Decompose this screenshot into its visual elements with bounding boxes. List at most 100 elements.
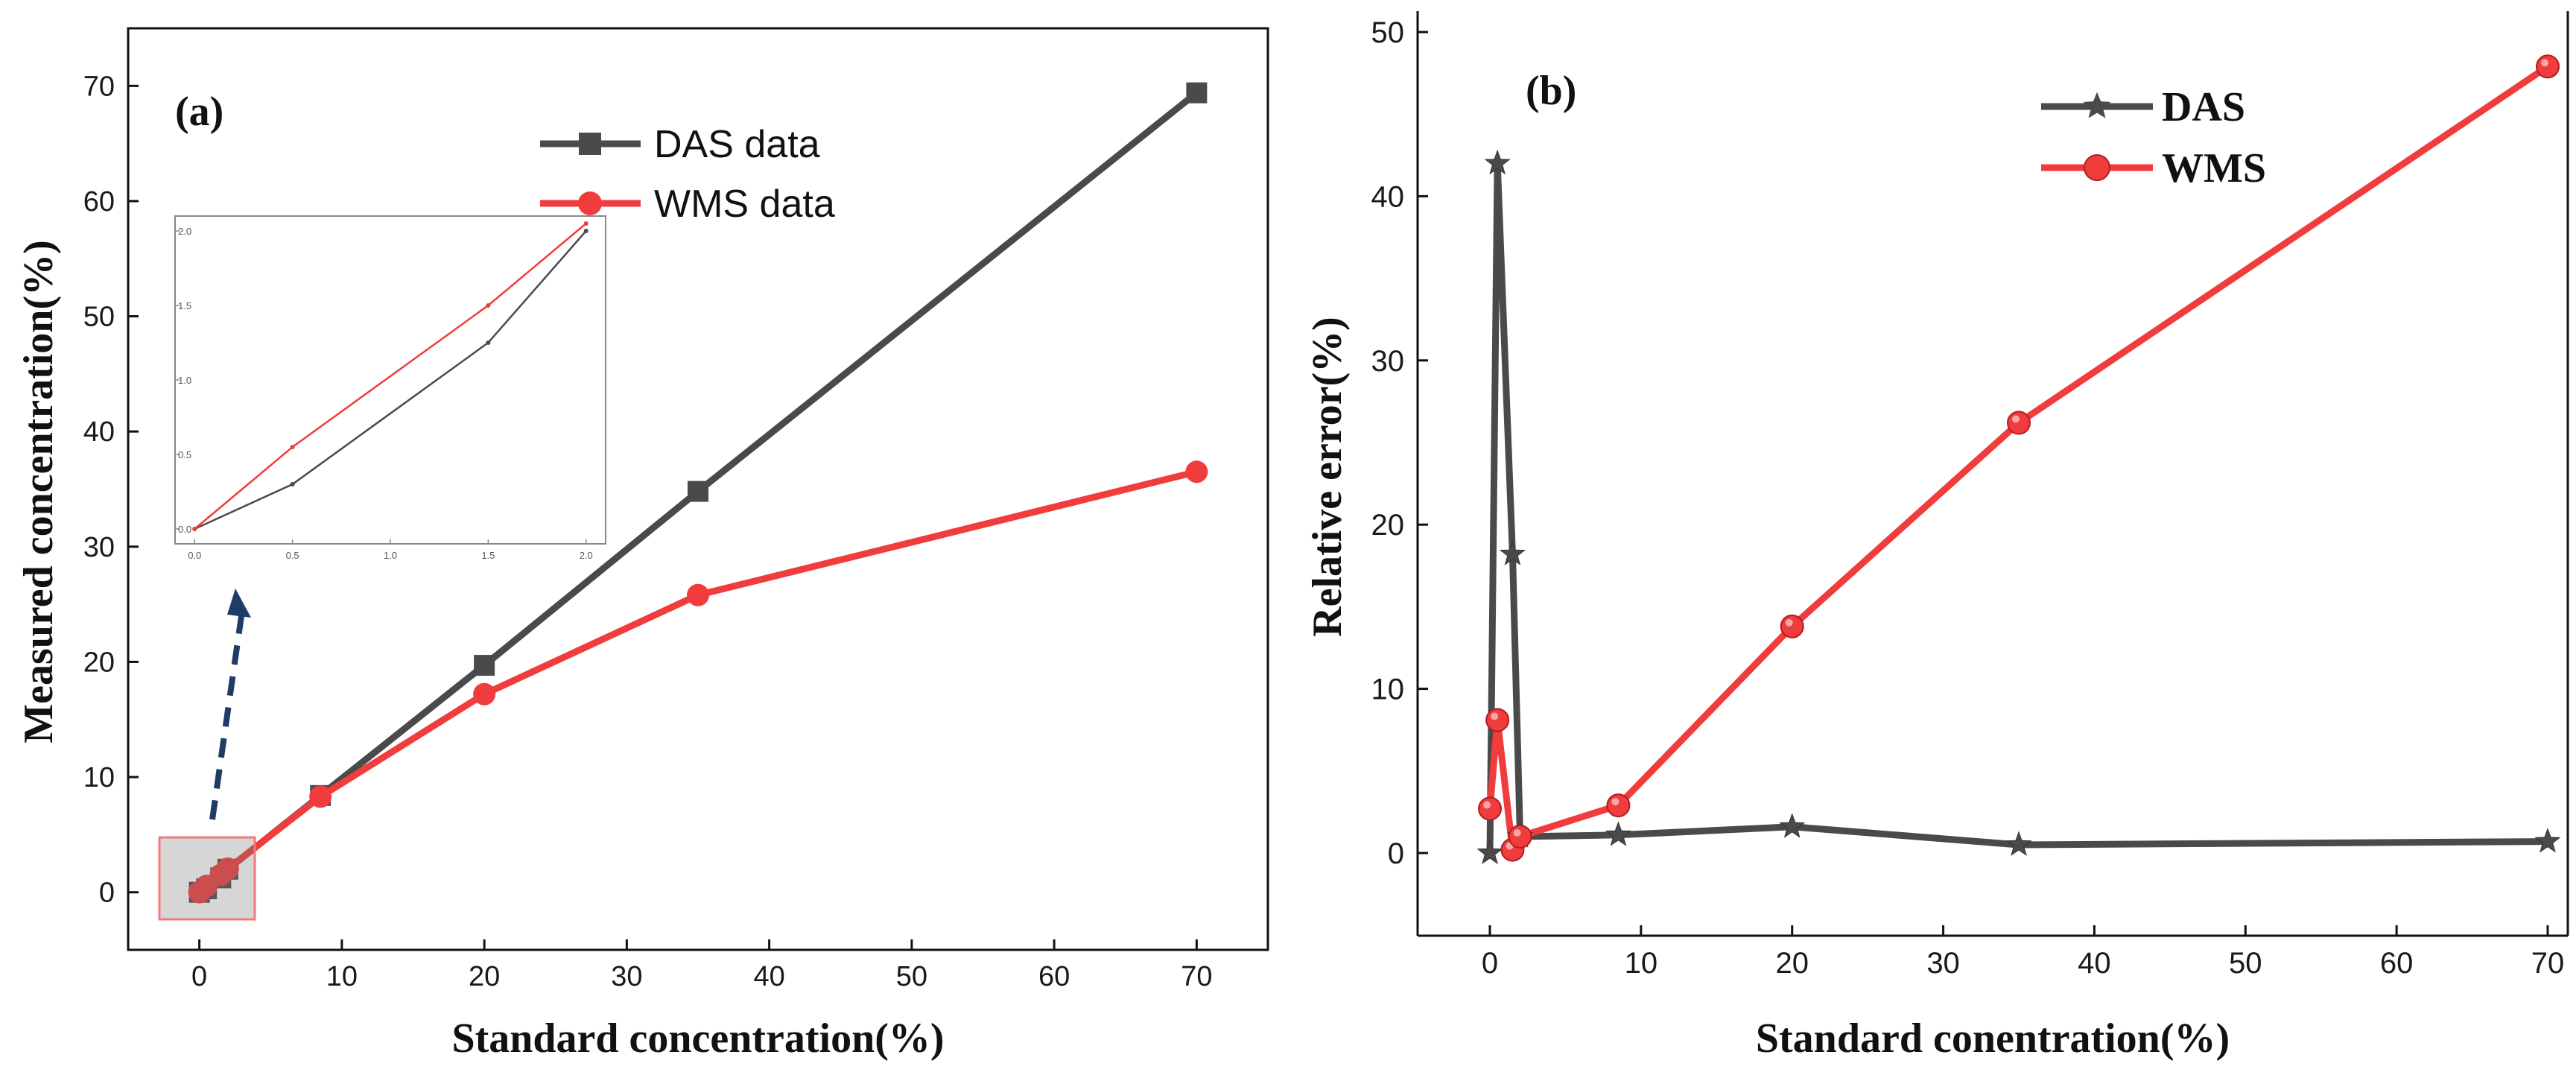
a-das-point [474,655,495,676]
zoom-region-box [158,836,256,921]
inset-point [583,229,589,233]
legend-das-marker [579,133,601,155]
b-wms-point [1478,796,1502,821]
b-xtick-label: 30 [1926,947,1960,980]
b-das-point [1605,821,1631,846]
panel-b-ylabel: Relative error(%) [1304,317,1351,637]
b-wms-point-highlight [1611,798,1619,806]
inset-ytick-label: 0.0 [178,524,191,535]
panel-a-frame [127,27,1269,951]
a-wms-point [309,785,332,808]
a-xtick-label: 30 [611,961,642,992]
b-wms-point-highlight [1785,618,1793,627]
b-series-wms-line [1486,63,2550,854]
inset-plot: 0.0 0.5 1.0 1.5 2.0 0.0 0.5 1.0 1.5 2.0 [174,215,606,561]
a-ytick-label: 50 [83,302,115,333]
b-wms-point-highlight [1483,801,1491,809]
panel-a: 0 10 20 30 40 50 60 70 0 10 20 30 40 50 60 70 (a) Stand… [16,27,1269,1062]
inset-point [486,340,491,345]
a-wms-point [1185,460,1208,483]
inset-frame [174,215,606,545]
b-wms-point [1606,793,1631,818]
zoom-arrow-head [227,589,251,618]
b-xtick-label: 10 [1625,947,1658,980]
b-wms-point [2007,410,2031,435]
a-ytick-label: 30 [83,532,115,563]
a-das-point [1186,82,1208,104]
b-das-point [1779,813,1806,838]
a-xtick-label: 50 [896,961,927,992]
b-wms-point-highlight [1513,828,1521,837]
b-wms-point [2536,54,2560,79]
panel-b-xlabel: Standard conentration(%) [1756,1015,2230,1062]
inset-xtick-label: 1.5 [481,550,495,561]
legend-das-marker [2083,92,2111,118]
legend-das-label: DAS data [654,123,820,166]
inset-point [290,445,295,449]
panel-b-legend: DAS WMS [2041,84,2266,191]
a-wms-point [216,857,239,880]
a-ytick-label: 60 [83,186,115,218]
b-wms-point-highlight [1491,712,1499,720]
b-xtick-label: 70 [2531,947,2565,980]
b-das-point [1499,540,1526,565]
panel-a-legend: DAS data WMS data [540,123,835,226]
a-ytick-label: 40 [83,416,115,448]
b-wms-point [1485,708,1510,732]
b-wms-point-highlight [2541,59,2548,67]
b-xtick-label: 50 [2229,947,2262,980]
a-xtick-label: 40 [753,961,784,992]
b-ytick-label: 20 [1371,509,1405,542]
inset-point [192,527,197,531]
b-ytick-label: 50 [1371,16,1405,49]
a-das-point [688,481,708,502]
a-xtick-label: 20 [469,961,500,992]
legend-wms-label: WMS [2162,145,2266,191]
inset-xtick-label: 0.5 [286,550,299,561]
legend-wms-marker [578,191,602,215]
b-ytick-label: 30 [1371,345,1405,378]
inset-wms-line [194,223,587,530]
a-xtick-label: 0 [191,961,207,992]
inset-ytick-label: 2.0 [178,226,191,237]
a-xtick-label: 70 [1181,961,1212,992]
b-wms-point-highlight [2012,415,2020,423]
panel-a-label: (a) [175,89,223,135]
inset-ytick-label: 1.5 [178,300,191,311]
b-ytick-label: 0 [1388,837,1404,870]
panel-a-xlabel: Standard concentration(%) [451,1015,944,1062]
a-ytick-label: 0 [99,878,115,909]
inset-das-line [194,230,587,530]
inset-xtick-label: 0.0 [188,550,201,561]
b-das-point [1484,149,1511,175]
legend-wms-label: WMS data [654,183,835,226]
a-ytick-label: 20 [83,647,115,678]
b-das-point [1476,839,1503,864]
legend-das-label: DAS [2162,84,2245,130]
inset-point [583,221,589,226]
b-das-point [2005,831,2032,856]
a-xtick-label: 60 [1038,961,1070,992]
a-wms-point [473,682,496,706]
b-xtick-label: 60 [2380,947,2414,980]
inset-xtick-label: 1.0 [384,550,397,561]
b-das-point [2534,828,2561,853]
panel-a-ylabel: Measured concentration(%) [16,240,62,743]
b-xtick-label: 40 [2078,947,2111,980]
inset-ytick-label: 0.5 [178,449,191,460]
zoom-arrow [209,610,245,820]
b-xtick-label: 20 [1775,947,1809,980]
panel-b-label: (b) [1526,68,1576,114]
legend-wms-marker [2084,154,2110,181]
inset-ytick-label: 1.0 [178,375,191,386]
b-ytick-label: 40 [1371,180,1405,213]
b-series-das-line [1486,159,2548,854]
a-wms-point [687,583,709,606]
a-ytick-label: 10 [83,762,115,793]
a-xtick-label: 10 [326,961,358,992]
a-ytick-label: 70 [83,71,115,102]
b-xtick-label: 0 [1482,947,1498,980]
b-wms-point [1508,824,1532,849]
inset-point [290,482,295,486]
